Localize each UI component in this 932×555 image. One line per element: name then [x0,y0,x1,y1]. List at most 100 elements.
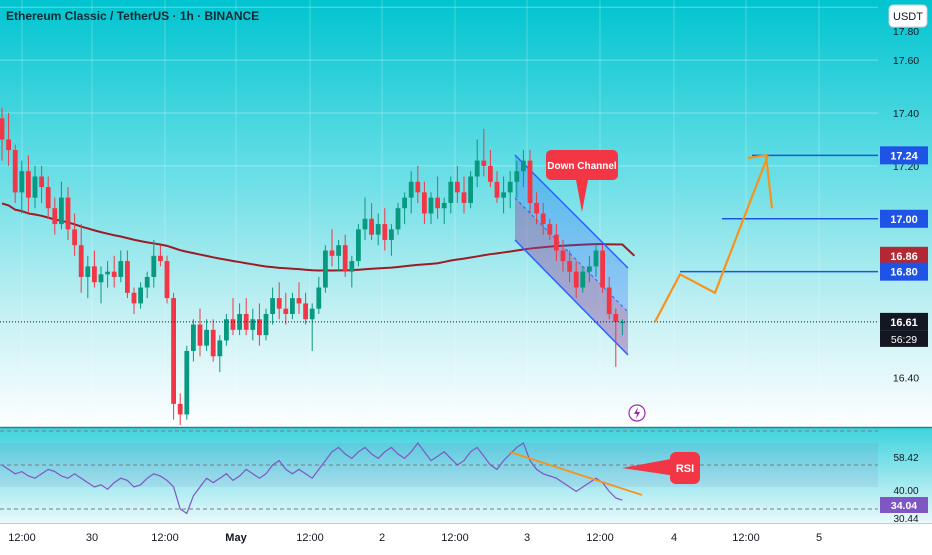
price-tag-label: 16.86 [890,251,918,263]
candle-body [567,261,572,272]
candle-body [329,250,335,256]
channel-upper-line [514,154,629,269]
time-tick-label: May [225,532,247,544]
candle-body [12,150,18,193]
candle-body [534,202,539,214]
time-tick-label: 12:00 [441,532,469,544]
candle-body [217,340,223,357]
price-tick-label: 17.60 [893,55,919,67]
price-tag-label: 17.24 [890,150,918,162]
candle-body [111,271,117,277]
rsi-callout-pointer [622,458,676,476]
candle-body [105,271,110,275]
candle-body [468,176,473,203]
rsi-trendline [509,451,643,496]
candle-body [19,171,25,193]
candle-body [336,245,341,256]
candle-body [488,165,493,182]
candle-body [98,274,104,283]
price-tick-label: 17.80 [893,26,919,38]
callout-pointer [576,180,588,212]
time-tick-label: 12:00 [296,532,324,544]
candle-body [237,313,242,330]
candle-body [422,192,427,214]
currency-button[interactable]: USDT [888,4,928,28]
projection-path [654,154,770,323]
candle-body [177,403,183,415]
price-tag-l1724: 17.24 [880,146,928,165]
down-channel-callout: Down Channel [546,150,618,212]
chart-title: Ethereum Classic / TetherUS · 1h · BINAN… [6,9,259,23]
down-channel-label: Down Channel [547,161,617,172]
candle-body [6,139,11,151]
candle-body [118,261,124,277]
candle-body [283,308,289,314]
candle-body [276,298,282,309]
price-axis: 17.8017.6017.4017.2016.4017.2417.0016.86… [880,26,928,525]
rsi-callout: RSI [622,452,700,484]
candle-body [316,287,322,309]
time-tick-label: 30 [86,532,98,544]
rsi-pane-background [0,428,932,523]
time-tick-label: 5 [816,532,822,544]
currency-label: USDT [893,11,923,23]
channel-lower-fill [515,198,628,355]
candle-body [455,181,460,193]
price-tag-label: 17.00 [890,214,918,226]
countdown-box [880,330,928,347]
price-pane-background [0,0,932,428]
time-tick-label: 4 [671,532,677,544]
candle-body [59,197,64,225]
candle-body [474,160,480,177]
lightning-icon[interactable] [628,404,646,422]
rsi-band [0,443,878,487]
rsi-indicator [1,441,643,515]
price-tick-label: 17.40 [893,108,919,120]
candle-body [435,197,440,209]
candle-body [448,181,454,203]
price-tick-label: 16.40 [893,372,919,384]
candle-body [606,287,612,314]
target-levels [0,154,878,323]
price-tag-l1661: 16.61 [880,312,928,331]
candle-body [45,187,51,209]
candle-body [151,255,157,277]
time-tick-label: 12:00 [8,532,36,544]
candle-body [560,250,566,262]
candle-body [620,321,625,323]
rsi-line [1,441,623,515]
time-tick-label: 12:00 [586,532,614,544]
rsi-tick-label: 58.42 [893,453,918,464]
candle-body [125,261,130,293]
candle-body [230,319,236,330]
candle-body [210,329,216,357]
candles [0,107,625,425]
candle-body [164,261,170,299]
price-tag-box [880,262,928,281]
candle-body [461,192,467,203]
candle-body [428,197,434,214]
candle-body [158,255,163,262]
candle-body [507,181,513,193]
time-axis-background [0,523,932,550]
candle-body [78,245,84,277]
time-tick-label: 12:00 [151,532,179,544]
price-tag-l1680: 16.80 [880,262,928,281]
price-tag-label: 16.61 [890,317,918,329]
candle-body [257,319,262,336]
candle-body [501,192,506,198]
price-tag-box [880,209,928,228]
candle-body [309,308,315,320]
candle-body [593,250,599,267]
candle-body [0,118,5,140]
candle-body [52,208,58,225]
candle-body [171,298,176,404]
candle-body [85,266,91,277]
time-tick-label: 3 [524,532,530,544]
candle-body [389,229,394,240]
time-tick-label: 2 [379,532,385,544]
candle-body [402,197,407,209]
candle-body [362,218,368,230]
price-tag-l1686: 16.86 [880,246,928,265]
